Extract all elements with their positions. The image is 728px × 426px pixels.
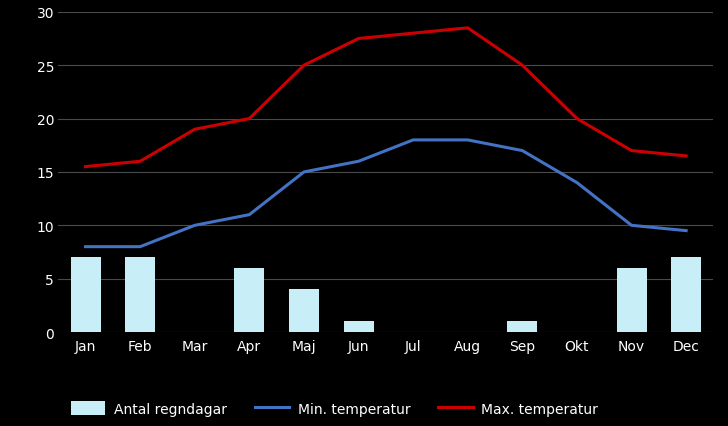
Bar — [344, 322, 373, 332]
Bar — [234, 268, 264, 332]
Bar — [125, 258, 155, 332]
Bar — [71, 258, 100, 332]
Bar — [671, 258, 701, 332]
Bar — [507, 322, 537, 332]
Bar — [289, 290, 319, 332]
Bar — [617, 268, 646, 332]
Legend: Antal regndagar, Min. temperatur, Max. temperatur: Antal regndagar, Min. temperatur, Max. t… — [66, 395, 604, 421]
